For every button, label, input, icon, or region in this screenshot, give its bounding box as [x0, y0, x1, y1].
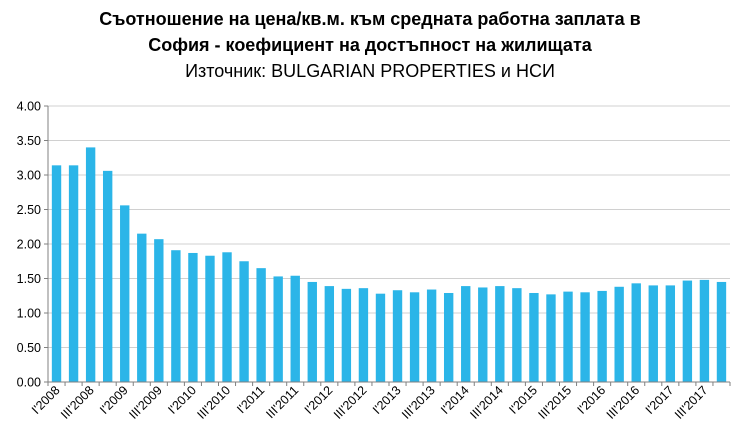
y-tick-label: 1.00 — [17, 307, 41, 321]
x-tick-label: III'2010 — [195, 383, 234, 422]
bar-II'2012 — [341, 288, 352, 382]
y-tick-label: 3.50 — [17, 134, 41, 148]
y-tick-label: 0.50 — [17, 341, 41, 355]
bar-II'2017 — [682, 280, 693, 382]
bar-IV'2014 — [512, 288, 522, 382]
bar-II'2011 — [273, 276, 283, 382]
chart-title-line-2: София - коефициент на достъпност на жили… — [148, 35, 592, 55]
bar-I'2016 — [597, 290, 607, 382]
bar-I'2012 — [324, 286, 335, 382]
bar-III'2013 — [426, 289, 437, 382]
bar-I'2010 — [188, 252, 198, 382]
chart-subtitle: Източник: BULGARIAN PROPERTIES и НСИ — [185, 61, 555, 81]
bars — [51, 147, 727, 382]
bar-IV'2009 — [171, 250, 181, 382]
y-tick-label: 4.00 — [17, 100, 41, 114]
x-tick-label: III'2016 — [604, 383, 643, 422]
bar-IV'2012 — [375, 293, 386, 382]
y-tick-label: 1.50 — [17, 272, 41, 286]
x-tick-label: III'2008 — [58, 383, 97, 422]
bar-III'2012 — [358, 288, 369, 382]
x-tick-label: III'2011 — [263, 383, 301, 421]
y-tick-label: 3.00 — [17, 169, 41, 183]
x-tick-label: III'2012 — [331, 383, 370, 422]
bar-IV'2011 — [307, 281, 317, 382]
bar-II'2015 — [546, 294, 556, 382]
x-tick-label: III'2015 — [536, 383, 575, 422]
bar-I'2017 — [665, 285, 676, 382]
bar-I'2015 — [529, 292, 539, 382]
bar-III'2014 — [495, 286, 505, 382]
x-tick-label: III'2013 — [399, 383, 438, 422]
bar-I'2014 — [461, 286, 471, 382]
bar-I'2009 — [120, 205, 130, 382]
bar-II'2010 — [205, 255, 215, 382]
x-tick-label: III'2017 — [672, 383, 711, 422]
bar-III'2008 — [85, 147, 96, 382]
chart-title-line-1: Съотношение на цена/кв.м. към средната р… — [99, 9, 641, 29]
bar-I'2011 — [256, 268, 266, 382]
bar-III'2015 — [563, 291, 573, 382]
bar-II'2014 — [478, 287, 488, 382]
bar-II'2009 — [137, 233, 147, 382]
bar-IV'2017 — [716, 281, 727, 382]
bar-II'2008 — [68, 165, 79, 382]
y-tick-label: 2.00 — [17, 238, 41, 252]
y-tick-label: 0.00 — [17, 376, 41, 390]
bar-I'2013 — [392, 290, 403, 382]
bar-IV'2013 — [443, 292, 454, 382]
bar-III'2009 — [154, 239, 164, 382]
x-tick-label: III'2009 — [126, 383, 165, 422]
y-axis-ticks: 0.00 0.50 1.00 1.50 2.00 2.50 3.00 3.50 4.00 — [17, 100, 48, 390]
y-tick-label: 2.50 — [17, 203, 41, 217]
bar-III'2011 — [290, 275, 300, 382]
gridlines — [48, 105, 730, 348]
bar-II'2016 — [614, 286, 624, 382]
bar-IV'2010 — [239, 261, 249, 382]
bar-II'2013 — [409, 292, 420, 382]
bar-IV'2016 — [648, 285, 658, 382]
bar-III'2016 — [631, 283, 641, 382]
bar-IV'2015 — [580, 292, 590, 382]
bar-III'2010 — [222, 252, 232, 382]
chart-title-block: Съотношение на цена/кв.м. към средната р… — [0, 6, 740, 84]
bar-III'2017 — [699, 279, 710, 382]
bar-I'2008 — [51, 165, 62, 382]
x-tick-label: III'2014 — [467, 383, 506, 422]
bar-IV'2008 — [102, 170, 113, 382]
